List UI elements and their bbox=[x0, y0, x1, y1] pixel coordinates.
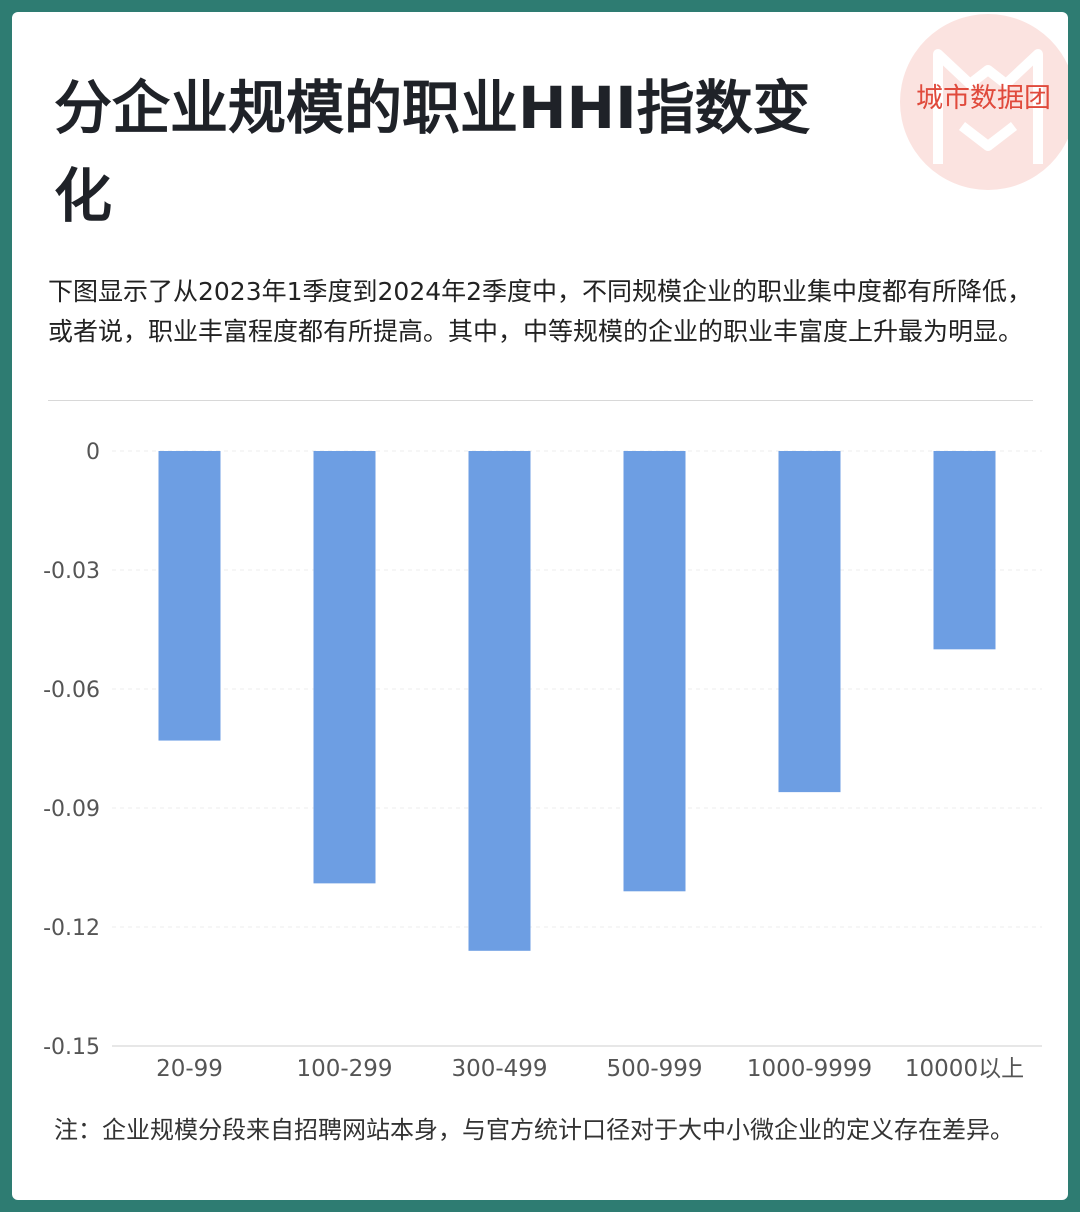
y-tick-label: -0.03 bbox=[43, 559, 100, 584]
chart-description: 下图显示了从2023年1季度到2024年2季度中，不同规模企业的职业集中度都有所… bbox=[48, 277, 1033, 346]
bar bbox=[933, 451, 996, 650]
bar bbox=[468, 451, 531, 951]
y-tick-label: -0.15 bbox=[43, 1035, 100, 1060]
x-tick-label: 10000以上 bbox=[905, 1056, 1024, 1082]
brand-logo-watermark bbox=[900, 14, 1068, 190]
bar-chart: 0 -0.03 -0.06 -0.09 -0.12 -0.15 20-99 100-299 30… bbox=[43, 440, 1042, 1082]
divider bbox=[48, 400, 1033, 401]
footnote: 注：企业规模分段来自招聘网站本身，与官方统计口径对于大中小微企业的定义存在差异。 bbox=[54, 1116, 1014, 1144]
y-tick-label: -0.12 bbox=[43, 916, 100, 941]
card: 城市数据团 分企业规模的职业HHI指数变化 下图显示了从2023年1季度到202… bbox=[12, 12, 1068, 1200]
y-tick-label: -0.09 bbox=[43, 797, 100, 822]
bar bbox=[623, 451, 686, 892]
x-tick-label: 1000-9999 bbox=[747, 1056, 872, 1082]
page-title: 分企业规模的职业HHI指数变化 bbox=[54, 74, 811, 230]
brand-name: 城市数据团 bbox=[916, 83, 1051, 114]
x-tick-label: 300-499 bbox=[451, 1056, 547, 1082]
x-tick-label: 100-299 bbox=[296, 1056, 392, 1082]
x-tick-label: 20-99 bbox=[156, 1056, 223, 1082]
y-tick-label: -0.06 bbox=[43, 678, 100, 703]
x-tick-label: 500-999 bbox=[606, 1056, 702, 1082]
bar bbox=[778, 451, 841, 793]
y-tick-label: 0 bbox=[86, 440, 100, 465]
cat-logo-icon bbox=[933, 49, 1043, 164]
bar bbox=[158, 451, 221, 741]
bar bbox=[313, 451, 376, 884]
